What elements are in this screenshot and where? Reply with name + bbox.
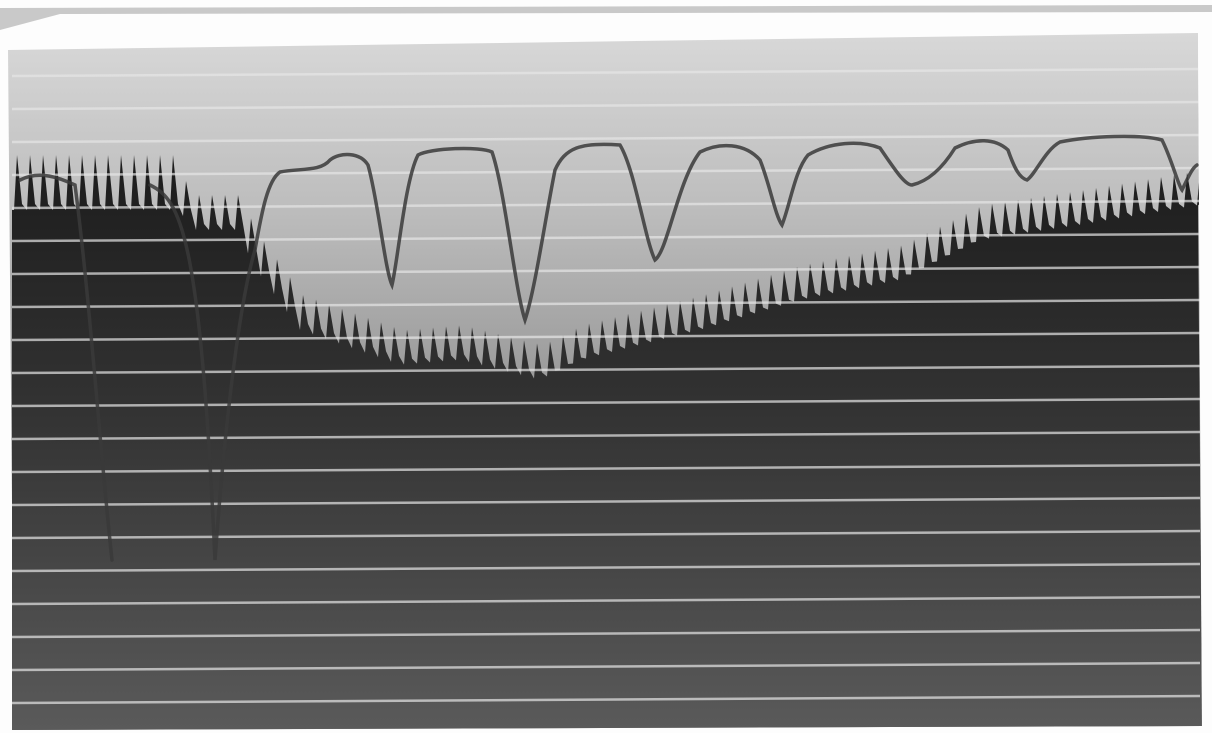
ruled-line xyxy=(11,397,1201,408)
ruled-line xyxy=(11,661,1201,672)
ruled-line xyxy=(11,496,1201,507)
ruled-line xyxy=(11,133,1201,144)
ruled-lines xyxy=(11,67,1201,705)
ruled-line xyxy=(11,562,1201,573)
ruled-line xyxy=(11,529,1201,540)
ruled-line xyxy=(11,100,1201,111)
ruled-line xyxy=(11,331,1201,342)
dark-mass xyxy=(12,155,1205,730)
ruled-line xyxy=(11,166,1201,177)
ruled-line xyxy=(11,199,1201,210)
ruled-line xyxy=(11,694,1201,705)
ruled-line xyxy=(11,364,1201,375)
top-edge xyxy=(0,5,1212,30)
ruled-line xyxy=(11,298,1201,309)
ruled-line xyxy=(11,265,1201,276)
ruled-line xyxy=(11,628,1201,639)
ruled-line xyxy=(11,595,1201,606)
right-edge xyxy=(1198,30,1212,733)
mass-layer xyxy=(12,155,1205,730)
ruled-line xyxy=(11,67,1201,78)
ruled-line xyxy=(11,232,1201,243)
pen-trace xyxy=(18,134,1199,562)
